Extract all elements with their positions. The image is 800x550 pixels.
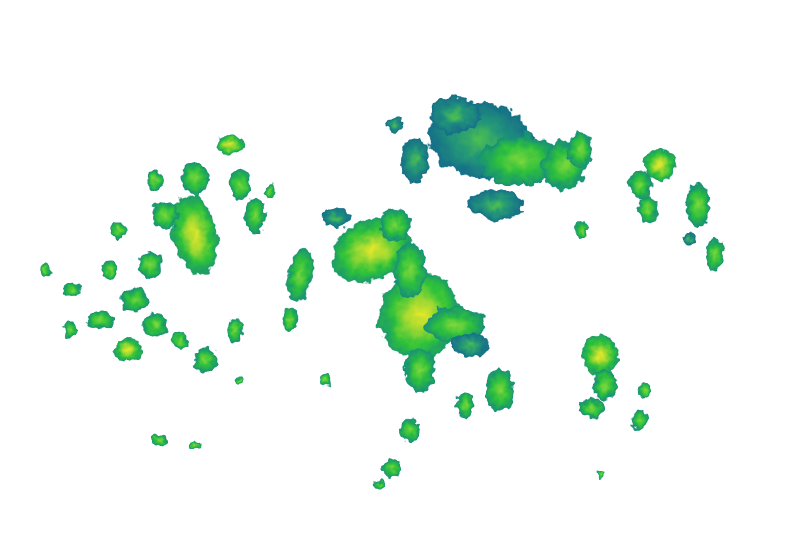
precipitation-cell bbox=[639, 382, 651, 398]
precipitation-cell bbox=[405, 348, 435, 392]
precipitation-cell bbox=[387, 117, 403, 133]
precipitation-cell bbox=[190, 441, 200, 449]
precipitation-layer bbox=[39, 97, 724, 490]
precipitation-cell bbox=[151, 201, 179, 229]
precipitation-cell bbox=[430, 97, 480, 133]
precipitation-cell bbox=[568, 132, 592, 168]
precipitation-cell bbox=[227, 318, 243, 342]
precipitation-cell bbox=[245, 197, 265, 233]
precipitation-cell bbox=[644, 149, 676, 181]
precipitation-cell bbox=[39, 264, 51, 276]
precipitation-cell bbox=[147, 170, 163, 190]
precipitation-cell bbox=[394, 242, 426, 298]
precipitation-cell bbox=[319, 374, 331, 386]
precipitation-cell bbox=[86, 311, 114, 329]
precipitation-cell bbox=[686, 183, 710, 227]
precipitation-cell bbox=[456, 393, 474, 417]
precipitation-cell bbox=[110, 222, 126, 238]
precipitation-cell bbox=[172, 195, 218, 275]
precipitation-cell bbox=[236, 376, 244, 384]
precipitation-cell bbox=[467, 190, 523, 220]
precipitation-cell bbox=[282, 308, 298, 332]
precipitation-cell bbox=[580, 398, 604, 418]
precipitation-cell bbox=[576, 220, 588, 240]
precipitation-cell bbox=[593, 370, 617, 400]
precipitation-cell bbox=[452, 333, 488, 357]
precipitation-cell bbox=[114, 338, 142, 362]
precipitation-cell bbox=[375, 480, 385, 490]
precipitation-cell bbox=[143, 313, 167, 337]
precipitation-cell bbox=[322, 208, 350, 228]
precipitation-cell bbox=[138, 251, 162, 279]
precipitation-cell bbox=[486, 368, 514, 412]
precipitation-cell bbox=[264, 184, 276, 196]
precipitation-cell bbox=[121, 288, 149, 312]
precipitation-cell bbox=[628, 171, 652, 199]
precipitation-cell bbox=[216, 135, 244, 155]
precipitation-cell bbox=[287, 247, 313, 303]
precipitation-cell bbox=[172, 332, 188, 348]
precipitation-cell bbox=[638, 196, 658, 224]
precipitation-cell bbox=[582, 335, 618, 375]
precipitation-cell bbox=[401, 138, 429, 182]
precipitation-cell bbox=[684, 232, 696, 248]
precipitation-cell bbox=[64, 322, 76, 338]
precipitation-cell bbox=[181, 162, 209, 194]
precipitation-cell bbox=[230, 169, 250, 201]
precipitation-cell bbox=[400, 418, 420, 442]
precipitation-cell bbox=[632, 410, 648, 430]
precipitation-cell bbox=[379, 209, 411, 241]
precipitation-cell bbox=[193, 348, 217, 372]
precipitation-cell bbox=[596, 471, 604, 479]
precipitation-cell bbox=[706, 239, 724, 271]
precipitation-cell bbox=[480, 135, 560, 185]
precipitation-cell bbox=[383, 459, 401, 477]
precipitation-cell bbox=[63, 282, 81, 298]
precipitation-cell bbox=[152, 434, 168, 446]
precipitation-cell bbox=[102, 260, 118, 280]
